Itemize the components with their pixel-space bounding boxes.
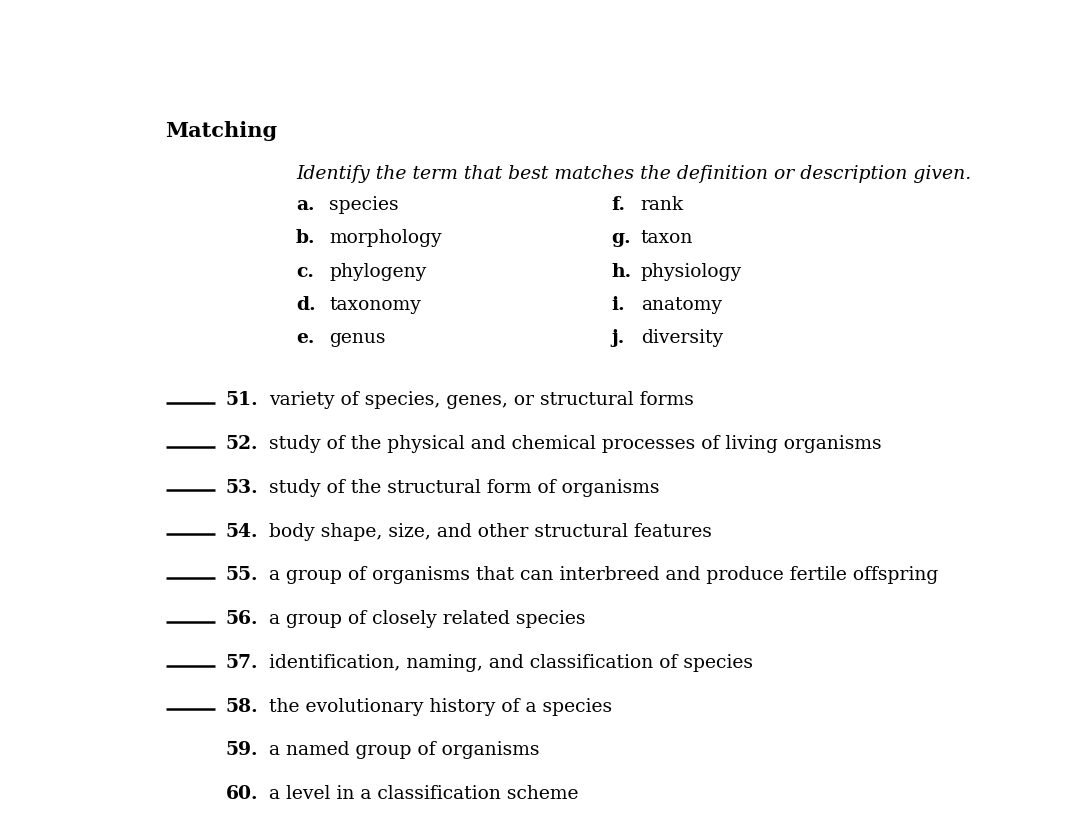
Text: body shape, size, and other structural features: body shape, size, and other structural f… — [269, 522, 712, 541]
Text: genus: genus — [329, 329, 386, 348]
Text: the evolutionary history of a species: the evolutionary history of a species — [269, 698, 612, 716]
Text: study of the physical and chemical processes of living organisms: study of the physical and chemical proce… — [269, 435, 882, 453]
Text: a level in a classification scheme: a level in a classification scheme — [269, 785, 579, 803]
Text: phylogeny: phylogeny — [329, 263, 427, 281]
Text: identification, naming, and classification of species: identification, naming, and classificati… — [269, 654, 754, 672]
Text: g.: g. — [612, 229, 631, 247]
Text: a named group of organisms: a named group of organisms — [269, 742, 540, 759]
Text: study of the structural form of organisms: study of the structural form of organism… — [269, 479, 660, 497]
Text: c.: c. — [296, 263, 314, 281]
Text: i.: i. — [612, 296, 625, 314]
Text: rank: rank — [641, 196, 684, 213]
Text: 54.: 54. — [225, 522, 258, 541]
Text: d.: d. — [296, 296, 315, 314]
Text: e.: e. — [296, 329, 314, 348]
Text: taxon: taxon — [641, 229, 694, 247]
Text: b.: b. — [296, 229, 315, 247]
Text: Identify the term that best matches the definition or description given.: Identify the term that best matches the … — [296, 165, 971, 183]
Text: f.: f. — [612, 196, 626, 213]
Text: 52.: 52. — [225, 435, 258, 453]
Text: h.: h. — [612, 263, 631, 281]
Text: anatomy: anatomy — [641, 296, 721, 314]
Text: 58.: 58. — [225, 698, 258, 716]
Text: variety of species, genes, or structural forms: variety of species, genes, or structural… — [269, 391, 695, 410]
Text: taxonomy: taxonomy — [329, 296, 421, 314]
Text: 55.: 55. — [225, 566, 258, 584]
Text: diversity: diversity — [641, 329, 723, 348]
Text: species: species — [329, 196, 399, 213]
Text: morphology: morphology — [329, 229, 442, 247]
Text: 56.: 56. — [225, 610, 258, 628]
Text: 59.: 59. — [225, 742, 258, 759]
Text: a.: a. — [296, 196, 314, 213]
Text: a group of organisms that can interbreed and produce fertile offspring: a group of organisms that can interbreed… — [269, 566, 939, 584]
Text: Matching: Matching — [165, 121, 278, 141]
Text: physiology: physiology — [641, 263, 742, 281]
Text: a group of closely related species: a group of closely related species — [269, 610, 586, 628]
Text: 57.: 57. — [225, 654, 258, 672]
Text: 51.: 51. — [225, 391, 258, 410]
Text: j.: j. — [612, 329, 625, 348]
Text: 60.: 60. — [225, 785, 258, 803]
Text: 53.: 53. — [225, 479, 258, 497]
